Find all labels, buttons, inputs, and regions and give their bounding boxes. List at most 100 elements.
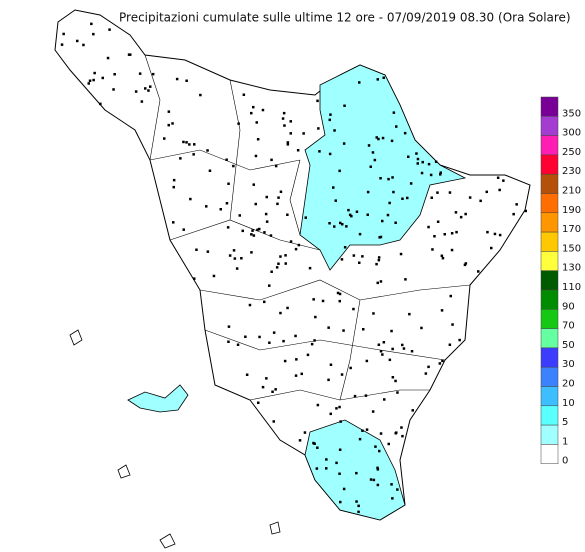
station: [283, 124, 286, 127]
station: [167, 123, 170, 127]
station: [251, 229, 254, 232]
station: [369, 165, 372, 168]
station: [486, 230, 489, 234]
station: [401, 434, 404, 438]
legend-label: 0: [562, 456, 568, 467]
station: [335, 407, 338, 410]
station: [269, 234, 273, 237]
station: [402, 347, 406, 350]
station: [252, 105, 255, 109]
station: [225, 202, 229, 205]
station: [333, 129, 336, 132]
station: [376, 466, 379, 470]
station: [182, 228, 185, 231]
station: [206, 250, 210, 253]
station: [366, 213, 369, 216]
station: [377, 343, 381, 346]
legend-swatch: [540, 309, 559, 329]
station: [284, 254, 287, 257]
station: [357, 510, 360, 514]
station: [328, 118, 331, 122]
station: [347, 208, 350, 212]
station: [279, 255, 282, 258]
station: [451, 323, 454, 326]
station: [387, 442, 390, 446]
station: [271, 390, 274, 393]
station: [282, 111, 286, 115]
station: [275, 266, 279, 269]
station: [279, 311, 282, 315]
station: [358, 232, 362, 236]
station: [388, 201, 391, 205]
station: [265, 195, 268, 199]
station: [348, 213, 352, 217]
station: [205, 205, 208, 208]
station: [277, 196, 280, 199]
legend-swatch: [540, 173, 559, 194]
station: [343, 104, 346, 107]
station: [407, 155, 410, 158]
station: [409, 182, 413, 185]
station: [212, 274, 216, 278]
legend-label: 230: [562, 166, 581, 177]
station: [254, 202, 257, 206]
station: [502, 179, 505, 182]
station: [295, 358, 298, 361]
station: [227, 182, 230, 185]
station: [232, 164, 235, 168]
station: [248, 303, 252, 307]
station: [240, 257, 243, 260]
station: [268, 284, 271, 287]
legend-swatch: [540, 193, 559, 214]
station: [362, 328, 365, 331]
station: [468, 196, 472, 199]
station: [147, 89, 150, 92]
station: [342, 142, 346, 145]
station: [441, 359, 444, 363]
station: [294, 247, 298, 251]
station: [313, 339, 316, 342]
legend-label: 150: [562, 243, 581, 254]
station: [235, 267, 239, 270]
station: [182, 140, 185, 144]
station: [411, 409, 414, 412]
station: [376, 483, 380, 487]
station: [369, 478, 373, 481]
station: [289, 240, 293, 243]
station: [338, 292, 342, 296]
station: [321, 299, 325, 303]
station: [376, 281, 379, 285]
station: [372, 312, 375, 315]
station: [272, 420, 275, 423]
station: [318, 150, 321, 153]
legend-swatch: [540, 328, 559, 349]
legend-label: 5: [562, 417, 568, 428]
station: [458, 338, 461, 342]
station: [294, 374, 298, 377]
station: [430, 196, 433, 199]
station: [512, 212, 515, 216]
station: [386, 213, 390, 217]
station: [371, 410, 375, 413]
station: [490, 246, 493, 250]
station: [394, 379, 397, 383]
station: [329, 363, 333, 366]
station: [294, 334, 297, 338]
station: [233, 257, 237, 260]
station: [328, 152, 332, 156]
station: [420, 171, 424, 175]
station: [441, 256, 445, 260]
legend-swatch: [540, 231, 559, 252]
station: [316, 446, 319, 449]
station: [149, 85, 152, 88]
station: [256, 138, 260, 141]
station: [339, 500, 342, 504]
station: [167, 110, 171, 113]
legend-swatch: [540, 135, 559, 156]
station: [455, 230, 458, 234]
station: [382, 341, 386, 344]
station: [394, 221, 397, 224]
station: [336, 291, 340, 295]
station: [289, 132, 292, 135]
station: [403, 131, 407, 135]
